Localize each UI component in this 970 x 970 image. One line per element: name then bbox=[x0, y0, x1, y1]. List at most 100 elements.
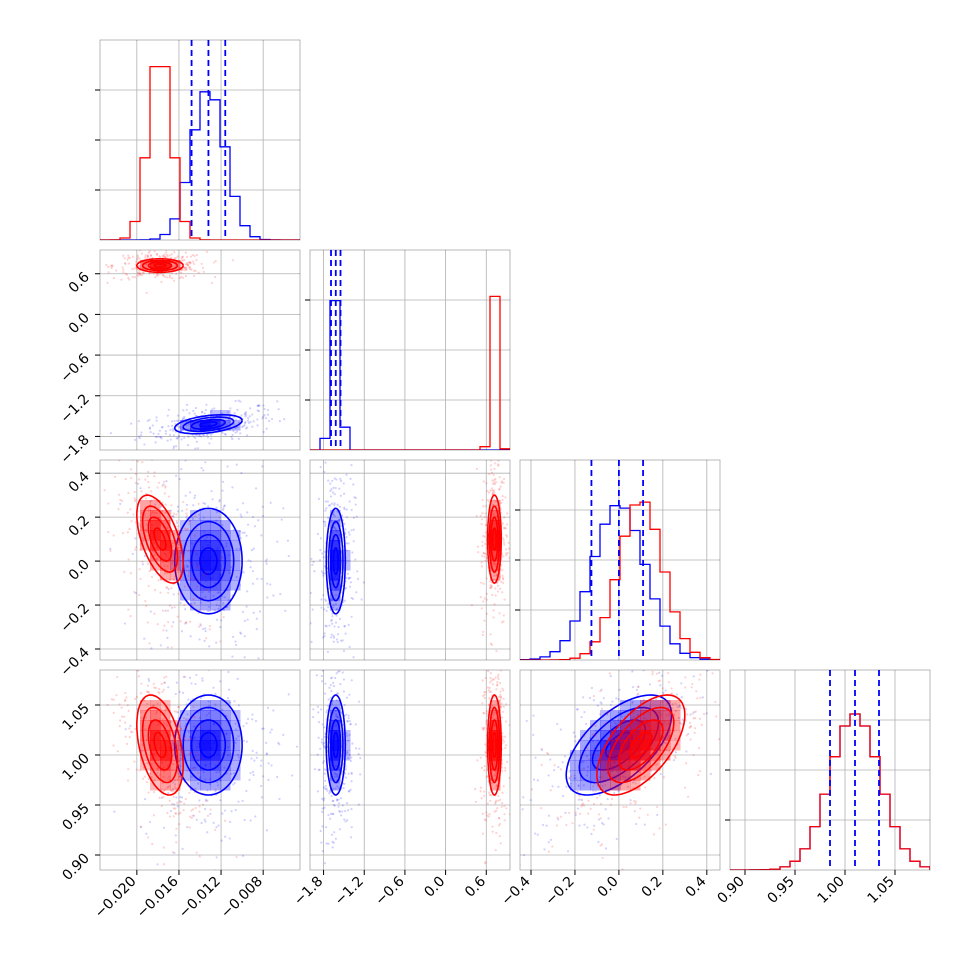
scatter-point bbox=[245, 789, 248, 793]
scatter-point bbox=[284, 609, 287, 612]
scatter-point bbox=[224, 432, 227, 436]
scatter-point bbox=[540, 747, 543, 750]
scatter-point bbox=[497, 488, 501, 491]
scatter-point bbox=[502, 578, 505, 581]
scatter-point bbox=[620, 670, 621, 671]
scatter-point bbox=[194, 406, 198, 410]
scatter-point bbox=[123, 715, 126, 718]
scatter-point bbox=[188, 791, 191, 794]
scatter-point bbox=[256, 409, 259, 412]
scatter-point bbox=[255, 453, 257, 455]
density-cell bbox=[180, 580, 191, 591]
scatter-point bbox=[328, 789, 331, 792]
scatter-point bbox=[488, 691, 491, 694]
scatter-point bbox=[337, 786, 340, 789]
scatter-point bbox=[676, 705, 679, 709]
scatter-point bbox=[219, 625, 222, 629]
scatter-point bbox=[505, 703, 508, 706]
y-tick-label: 0.4 bbox=[66, 469, 93, 496]
scatter-point bbox=[660, 674, 664, 677]
density-cell bbox=[580, 760, 591, 771]
scatter-point bbox=[481, 726, 484, 730]
scatter-point bbox=[626, 785, 630, 788]
scatter-point bbox=[244, 415, 247, 418]
scatter-point bbox=[484, 743, 487, 746]
scatter-point bbox=[141, 560, 144, 563]
panel-3-2 bbox=[520, 670, 720, 870]
scatter-point bbox=[232, 772, 236, 775]
scatter-point bbox=[193, 549, 196, 553]
scatter-point bbox=[113, 619, 115, 621]
scatter-point bbox=[680, 696, 683, 699]
scatter-point bbox=[261, 514, 265, 518]
scatter-point bbox=[287, 554, 290, 558]
density-cell bbox=[150, 720, 161, 731]
scatter-point bbox=[255, 756, 258, 759]
density-cell bbox=[150, 760, 161, 771]
scatter-point bbox=[267, 762, 270, 765]
scatter-point bbox=[505, 548, 508, 551]
scatter-point bbox=[198, 799, 201, 802]
density-cell bbox=[140, 500, 151, 511]
scatter-point bbox=[183, 675, 187, 678]
scatter-point bbox=[153, 475, 156, 478]
scatter-point bbox=[146, 255, 150, 258]
scatter-point bbox=[507, 547, 510, 550]
scatter-point bbox=[200, 611, 203, 614]
scatter-point bbox=[583, 823, 586, 826]
scatter-point bbox=[322, 594, 325, 597]
scatter-point bbox=[579, 812, 582, 815]
grid bbox=[520, 670, 720, 870]
density-cell bbox=[490, 500, 501, 511]
scatter-point bbox=[152, 814, 156, 817]
scatter-point bbox=[487, 670, 490, 673]
scatter-point bbox=[243, 619, 246, 623]
scatter-point bbox=[501, 495, 504, 498]
scatter-point bbox=[173, 779, 177, 782]
scatter-point bbox=[191, 758, 194, 761]
scatter-point bbox=[247, 416, 250, 420]
scatter-point bbox=[239, 632, 243, 635]
density-cell bbox=[230, 420, 241, 431]
scatter-point bbox=[323, 692, 327, 695]
scatter-point bbox=[337, 692, 340, 695]
scatter-point bbox=[336, 785, 339, 788]
scatter-point bbox=[185, 621, 188, 624]
scatter-point bbox=[159, 659, 161, 660]
scatter-point bbox=[178, 270, 181, 274]
scatter-point bbox=[475, 514, 478, 518]
scatter-point bbox=[181, 509, 184, 512]
density-cell bbox=[140, 720, 151, 731]
scatter-point bbox=[481, 702, 484, 705]
scatter-point bbox=[186, 565, 190, 568]
scatter-point bbox=[646, 665, 648, 667]
scatter-point bbox=[586, 770, 589, 774]
scatter-point bbox=[332, 486, 335, 489]
density-cell bbox=[210, 750, 221, 761]
scatter-point bbox=[194, 787, 197, 790]
contour-level bbox=[199, 731, 218, 759]
scatter-point bbox=[347, 714, 350, 717]
scatter-point bbox=[134, 472, 138, 476]
histogram-red bbox=[520, 501, 720, 660]
scatter-point bbox=[568, 776, 571, 779]
scatter-point bbox=[318, 768, 321, 771]
scatter-point bbox=[265, 753, 268, 756]
scatter-point bbox=[160, 437, 163, 440]
scatter-point bbox=[333, 514, 336, 518]
scatter-point bbox=[282, 733, 285, 737]
scatter-point bbox=[125, 742, 129, 745]
scatter-point bbox=[775, 630, 777, 632]
scatter-point bbox=[604, 847, 608, 850]
scatter-point bbox=[602, 697, 605, 700]
scatter-point bbox=[191, 518, 195, 521]
scatter-point bbox=[164, 256, 167, 259]
density-cell bbox=[670, 720, 681, 731]
scatter-point bbox=[491, 704, 494, 707]
scatter-point bbox=[342, 690, 346, 693]
scatter-point bbox=[180, 592, 183, 595]
scatter-point bbox=[324, 598, 327, 601]
density-cell bbox=[670, 730, 681, 741]
scatter-point bbox=[207, 605, 211, 608]
scatter-point bbox=[187, 423, 191, 426]
